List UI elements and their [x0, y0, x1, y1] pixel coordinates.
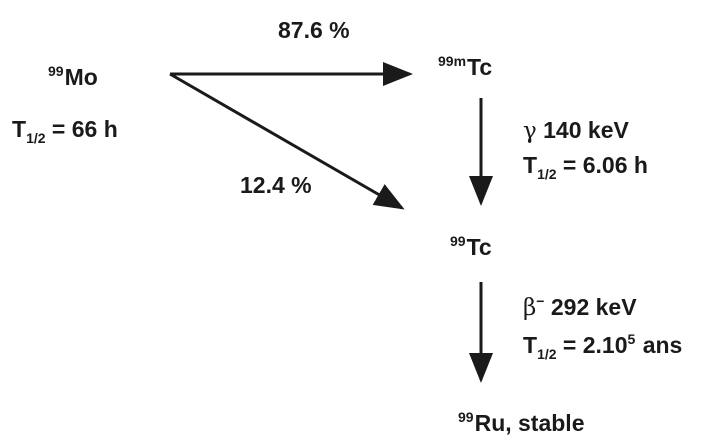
beta-symbol: β	[523, 295, 537, 321]
half-life-sub: 1/2	[26, 130, 46, 146]
node-tc99m: 99mTc	[438, 53, 493, 80]
node-tc99-mass: 99	[450, 233, 466, 249]
beta-half-life: T1/2 = 2.105 ans	[523, 331, 683, 361]
node-mo99-mass: 99	[48, 63, 64, 79]
beta-minus-sign: −	[536, 293, 545, 309]
node-ru99: 99Ru, stable	[458, 409, 585, 436]
node-mo99-symbol: Mo	[64, 64, 98, 90]
node-tc99m-symbol: Tc	[467, 54, 493, 80]
half-life-exponent: 5	[627, 331, 636, 347]
half-life-prefix: T	[523, 332, 538, 358]
branch-label-12: 12.4 %	[240, 172, 312, 198]
node-mo99-half-life: T1/2 = 66 h	[12, 116, 118, 146]
branch-label-87: 87.6 %	[278, 17, 350, 43]
gamma-energy: γ 140 keV	[523, 119, 629, 143]
half-life-prefix: T	[12, 116, 27, 142]
beta-energy: β− 292 keV	[523, 293, 637, 321]
half-life-unit: ans	[636, 332, 683, 358]
half-life-value: = 2.10	[556, 332, 628, 358]
half-life-value: = 6.06 h	[556, 152, 648, 178]
node-tc99-symbol: Tc	[466, 234, 492, 260]
gamma-half-life: T1/2 = 6.06 h	[523, 152, 648, 182]
half-life-value: = 66 h	[45, 116, 118, 142]
half-life-sub: 1/2	[537, 166, 557, 182]
node-tc99: 99Tc	[450, 233, 492, 260]
half-life-sub: 1/2	[537, 346, 557, 362]
gamma-energy-value: 140 keV	[536, 117, 629, 143]
node-tc99m-mass: 99m	[438, 53, 467, 69]
node-ru99-symbol: Ru, stable	[474, 410, 585, 436]
node-ru99-mass: 99	[458, 409, 474, 425]
gamma-symbol: γ	[523, 118, 537, 144]
node-mo99: 99Mo	[48, 63, 98, 90]
beta-energy-value: 292 keV	[544, 294, 637, 320]
arrow-mo-to-tc99	[169, 72, 405, 210]
half-life-prefix: T	[523, 152, 538, 178]
